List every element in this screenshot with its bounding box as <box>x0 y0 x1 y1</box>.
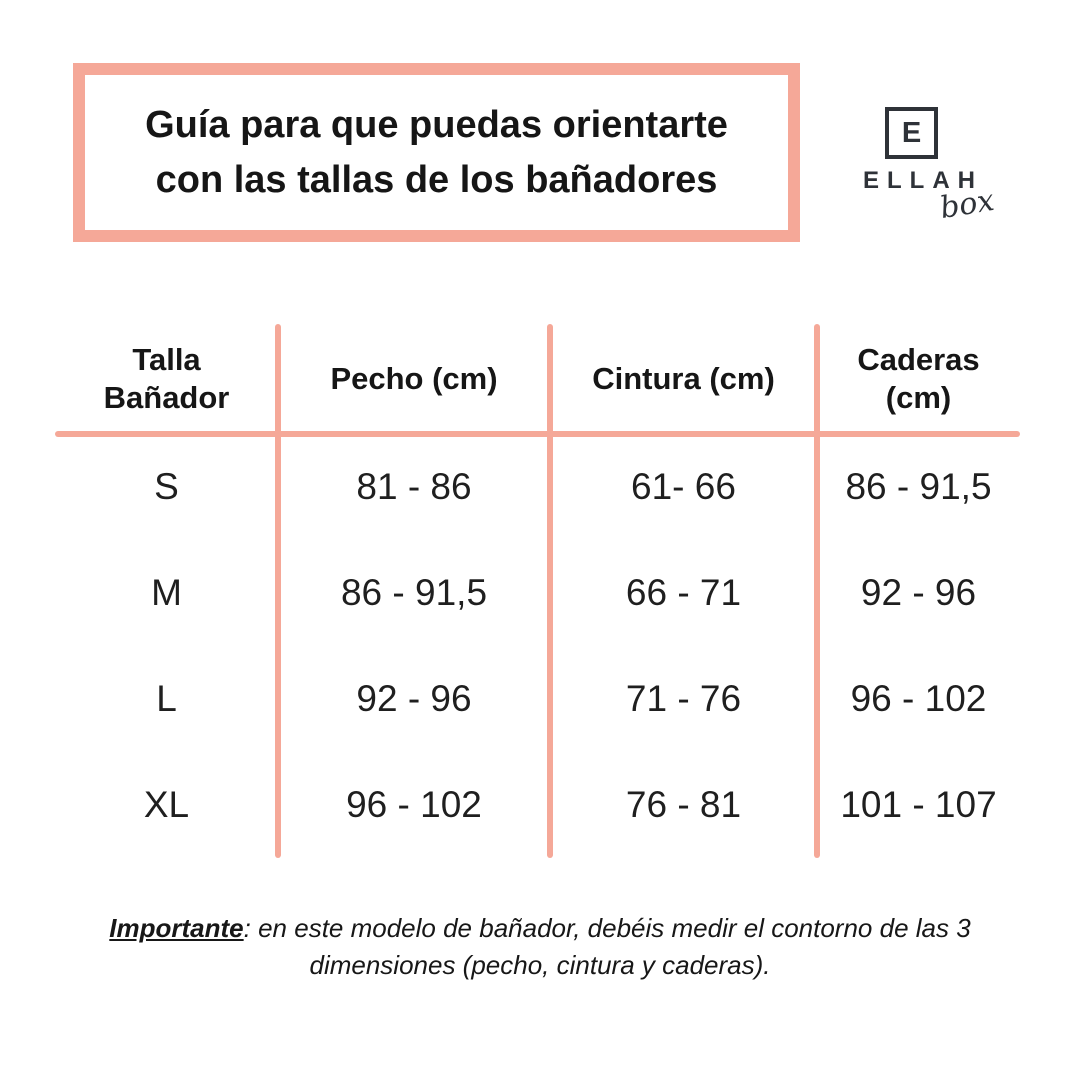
column-header-hips: Caderas (cm) <box>817 324 1020 434</box>
hips-value-l: 96 - 102 <box>850 678 987 719</box>
hips-value-s: 86 - 91,5 <box>845 466 992 507</box>
column-header-hips-line1: Caderas <box>857 342 980 377</box>
waist-value-xl: 76 - 81 <box>625 784 742 825</box>
logo-monogram-frame: E <box>885 107 938 159</box>
column-divider-2 <box>547 324 553 858</box>
chest-value-l: 92 - 96 <box>356 678 472 719</box>
waist-value-s: 61- 66 <box>631 466 736 507</box>
size-table-grid: Talla Bañador Pecho (cm) Cintura (cm) Ca… <box>55 324 1020 858</box>
brand-logo: E ELLAH box <box>855 95 1025 235</box>
chest-value-xl: 96 - 102 <box>346 784 482 825</box>
chest-value-m: 86 - 91,5 <box>340 572 488 613</box>
column-header-hips-line2: (cm) <box>885 380 952 415</box>
size-label-xl: XL <box>143 784 190 825</box>
hips-value-m: 92 - 96 <box>860 572 977 613</box>
logo-tagline: box <box>937 182 997 227</box>
important-note: Importante: en este modelo de bañador, d… <box>0 910 1080 984</box>
logo-monogram-letter: E <box>901 116 922 149</box>
important-note-lead: Importante <box>109 913 244 943</box>
header-divider <box>55 431 1020 437</box>
chest-value-s: 81 - 86 <box>356 466 472 507</box>
column-header-waist-line1: Cintura (cm) <box>592 361 775 396</box>
size-table: Talla Bañador Pecho (cm) Cintura (cm) Ca… <box>55 324 1020 858</box>
page-title-line2: con las tallas de los bañadores <box>155 158 718 201</box>
column-header-waist: Cintura (cm) <box>550 324 817 434</box>
hips-value-xl: 101 - 107 <box>840 784 997 825</box>
logo-brand-name: ELLAH <box>863 167 983 194</box>
waist-value-l: 71 - 76 <box>625 678 742 719</box>
column-divider-3 <box>814 324 820 858</box>
column-divider-1 <box>275 324 281 858</box>
column-header-chest: Pecho (cm) <box>278 324 550 434</box>
waist-value-m: 66 - 71 <box>625 572 742 613</box>
size-label-s: S <box>154 466 179 507</box>
size-label-m: M <box>151 572 182 613</box>
title-box: Guía para que puedas orientarte con las … <box>73 63 800 242</box>
column-header-size-line2: Bañador <box>103 380 230 415</box>
column-header-chest-line1: Pecho (cm) <box>330 361 498 396</box>
page-title-line1: Guía para que puedas orientarte <box>145 103 728 146</box>
size-label-l: L <box>156 678 177 719</box>
important-note-line2: dimensiones (pecho, cintura y caderas). <box>309 950 771 980</box>
important-note-line1: : en este modelo de bañador, debéis medi… <box>243 913 971 943</box>
column-header-size: Talla Bañador <box>55 324 278 434</box>
column-header-size-line1: Talla <box>132 342 201 377</box>
